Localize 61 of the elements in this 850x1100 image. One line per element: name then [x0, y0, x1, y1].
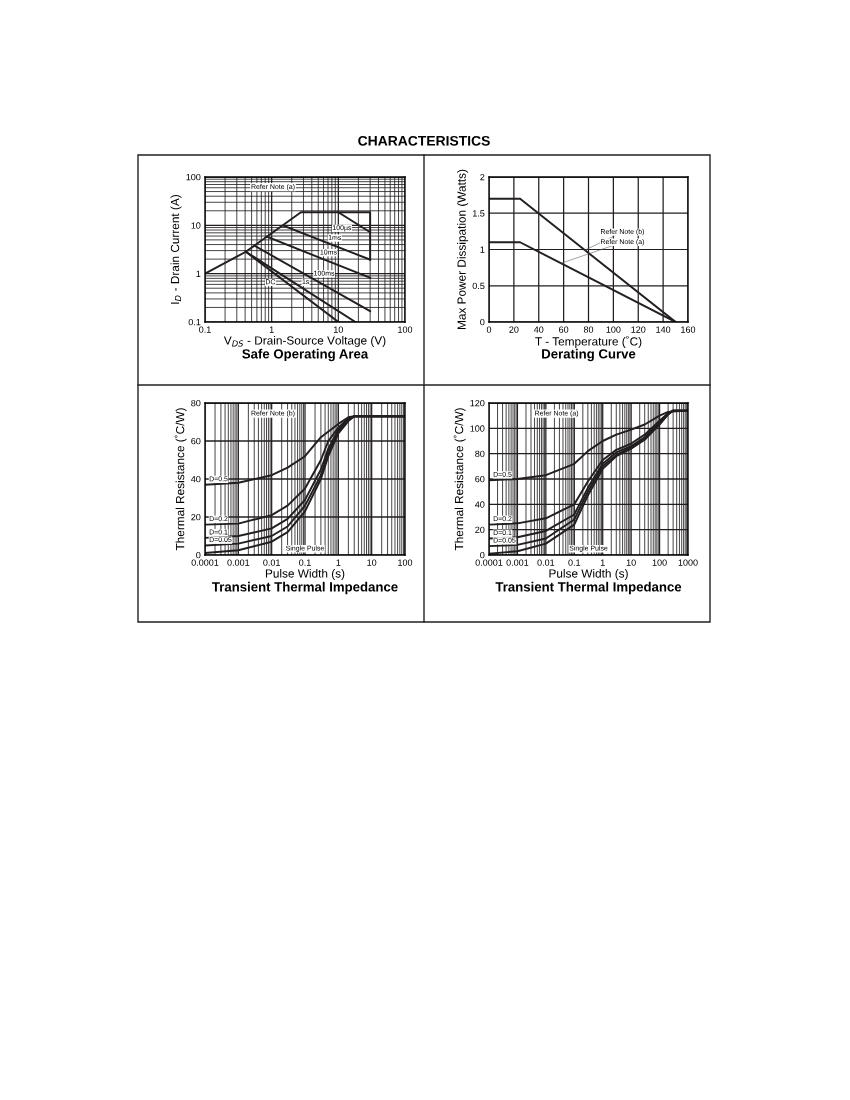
y-tick-label: 100: [186, 173, 201, 181]
y-axis-title: Thermal Resistance (˚C/W): [174, 408, 187, 551]
x-tick-label: 10: [626, 559, 636, 566]
text: Transient Thermal Impedance: [212, 581, 398, 595]
y-tick-label: 10: [191, 222, 201, 229]
x-tick-label: 0.001: [227, 559, 250, 566]
x-tick-label: 80: [583, 326, 594, 333]
y-tick-label: 60: [475, 475, 485, 483]
x-tick-label: 10: [334, 326, 343, 333]
y-tick-label: 100: [470, 425, 485, 432]
x-tick-label: 1: [600, 559, 605, 566]
y-tick-label: 80: [191, 399, 201, 407]
x-tick-label: 100: [652, 559, 667, 566]
x-tick-label: 0.0001: [475, 559, 503, 566]
x-tick-label: 100: [398, 559, 413, 566]
y-tick-label: 60: [191, 437, 201, 445]
y-tick-label: 120: [470, 399, 485, 407]
x-axis-title: T - Temperature (˚C): [535, 335, 642, 348]
x-tick-label: 0.1: [568, 559, 581, 566]
y-tick-label: 0.1: [188, 318, 201, 326]
text: Derating Curve: [542, 348, 636, 362]
y-tick-label: 80: [475, 450, 485, 458]
x-axis-title: Pulse Width (s): [265, 568, 345, 580]
y-tick-label: 20: [191, 513, 201, 521]
x-tick-label: 0.01: [537, 559, 555, 566]
y-tick-label: 0: [480, 551, 485, 559]
y-tick-label: 40: [191, 475, 201, 483]
y-tick-label: 0: [480, 318, 485, 326]
y-tick-label: 0.5: [472, 282, 485, 290]
y-axis-title: Max Power Dissipation (Watts): [457, 169, 469, 329]
x-tick-label: 120: [631, 326, 646, 333]
x-tick-label: 1: [269, 326, 274, 333]
y-tick-label: 40: [475, 501, 485, 508]
x-tick-label: 0.0001: [191, 559, 219, 566]
x-tick-label: 160: [681, 326, 696, 333]
y-axis-title: Thermal Resistance (˚C/W): [453, 408, 466, 551]
y-tick-label: 0: [196, 551, 201, 559]
y-tick-label: 2: [480, 173, 485, 181]
x-tick-label: 40: [533, 326, 544, 333]
text: CHARACTERISTICS: [358, 135, 490, 146]
x-tick-label: 140: [656, 326, 671, 333]
x-tick-label: 60: [559, 326, 569, 333]
x-tick-label: 0: [486, 326, 492, 333]
y-tick-label: 1.5: [472, 210, 485, 217]
y-tick-label: 20: [475, 526, 485, 534]
x-tick-label: 10: [367, 559, 377, 566]
x-tick-label: 0.1: [299, 559, 311, 566]
x-tick-label: 0.001: [506, 559, 529, 566]
x-tick-label: 0.01: [263, 559, 281, 566]
text: Transient Thermal Impedance: [495, 581, 682, 595]
y-tick-label: 1: [480, 246, 485, 253]
x-tick-label: 1: [336, 559, 341, 566]
y-tick-label: 1: [196, 270, 201, 277]
x-axis-title: V$_{DS}$ - Drain-Source Voltage (V): [223, 335, 386, 347]
x-tick-label: 20: [509, 326, 519, 333]
y-axis-title: I$_{D}$ - Drain Current (A): [170, 195, 182, 304]
x-tick-label: 1000: [678, 559, 698, 566]
text: Safe Operating Area: [242, 348, 369, 362]
x-axis-title: Pulse Width (s): [549, 568, 628, 580]
x-tick-label: 100: [398, 326, 413, 333]
x-tick-label: 100: [606, 326, 621, 333]
